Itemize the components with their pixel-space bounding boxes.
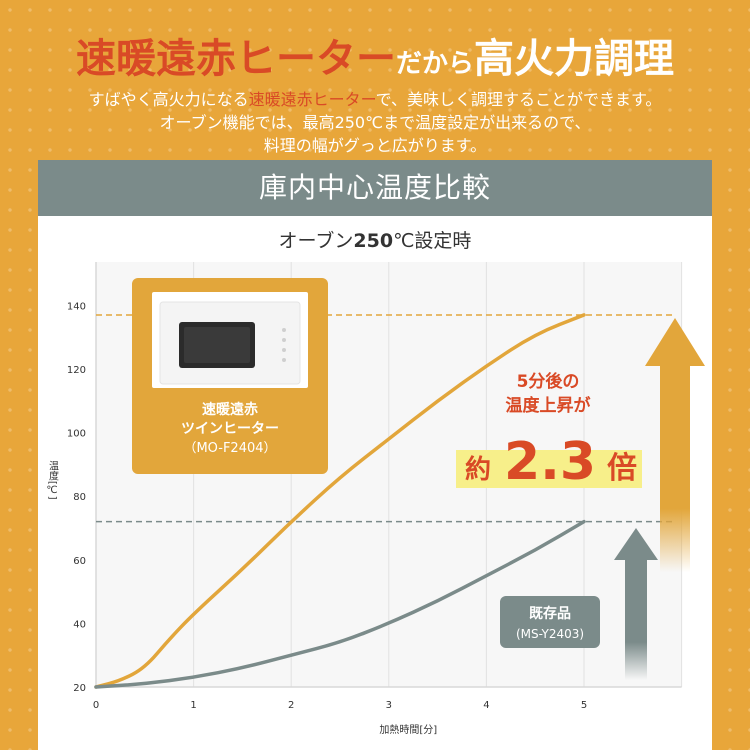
series-line-new xyxy=(94,313,586,689)
headline-red: 速暖遠赤ヒーター xyxy=(75,36,396,82)
x-axis-label: 加熱時間[分] xyxy=(379,723,437,736)
product-new-model: （MO-F2404） xyxy=(183,441,276,456)
y-tick-label: 40 xyxy=(73,619,86,630)
microwave-button xyxy=(282,348,286,352)
product-old-card xyxy=(500,596,600,648)
headline-big: 高火力調理 xyxy=(474,36,674,82)
subtext-line-1-accent: 速暖遠赤ヒーター xyxy=(248,90,376,109)
y-tick-label: 140 xyxy=(67,301,86,312)
callout-highlight xyxy=(456,450,642,488)
callout-line1: 5分後の xyxy=(517,371,580,392)
microwave-glass xyxy=(184,327,250,363)
series-line-old xyxy=(94,519,586,689)
chart-subtitle-num: 250 xyxy=(353,230,394,252)
subtext-line-3: 料理の幅がグっと広がります。 xyxy=(263,136,487,155)
arrow-new xyxy=(645,318,705,572)
microwave-button xyxy=(282,338,286,342)
subtext-line-1-post: で、美味しく調理することができます。 xyxy=(375,90,662,109)
headline-small: だから xyxy=(395,49,474,79)
subtext-line-1-pre: すばやく高火力になる xyxy=(88,90,249,109)
subtext-line-1: すばやく高火力になる速暖遠赤ヒーターで、美味しく調理することができます。 xyxy=(0,86,750,110)
product-old-name: 既存品 xyxy=(529,605,571,622)
product-new-line1: 速暖遠赤 xyxy=(202,401,258,418)
callout-prefix: 約 xyxy=(465,454,491,485)
x-tick-label: 5 xyxy=(581,700,587,711)
arrow-old xyxy=(614,528,658,680)
callout-value: 2.3 xyxy=(504,432,596,492)
y-tick-label: 60 xyxy=(73,556,86,567)
x-tick-label: 1 xyxy=(190,700,196,711)
chart-subtitle-post: ℃設定時 xyxy=(393,230,472,252)
microwave-button xyxy=(282,328,286,332)
y-tick-label: 120 xyxy=(67,365,86,376)
y-axis-label: 温度[℃] xyxy=(46,461,58,500)
x-tick-label: 4 xyxy=(483,700,489,711)
x-tick-label: 2 xyxy=(288,700,294,711)
headline: 速暖遠赤ヒーターだから高火力調理 xyxy=(0,26,750,84)
banner-title: 庫内中心温度比較 xyxy=(38,160,712,216)
chart-subtitle-pre: オーブン xyxy=(278,230,354,252)
chart-subtitle: オーブン250℃設定時 xyxy=(38,226,712,253)
product-old-model: (MS-Y2403) xyxy=(516,627,584,641)
x-tick-label: 3 xyxy=(386,700,392,711)
y-tick-label: 20 xyxy=(73,683,86,694)
subtext-line-2: オーブン機能では、最高250℃まで温度設定が出来るので、 xyxy=(159,113,591,132)
callout-suffix: 倍 xyxy=(607,451,637,486)
callout-line2: 温度上昇が xyxy=(506,395,591,416)
product-new-line2: ツインヒーター xyxy=(181,421,279,437)
y-tick-label: 100 xyxy=(67,429,86,440)
y-tick-label: 80 xyxy=(73,492,86,503)
x-tick-label: 0 xyxy=(93,700,99,711)
microwave-button xyxy=(282,358,286,362)
